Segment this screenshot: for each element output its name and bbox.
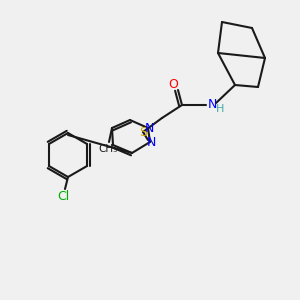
Text: CH₃: CH₃ [98,144,118,154]
Text: N: N [207,98,217,112]
Text: N: N [146,136,156,148]
Text: H: H [216,104,224,114]
Text: S: S [139,125,147,139]
Text: Cl: Cl [57,190,69,203]
Text: O: O [168,79,178,92]
Text: N: N [144,122,154,134]
